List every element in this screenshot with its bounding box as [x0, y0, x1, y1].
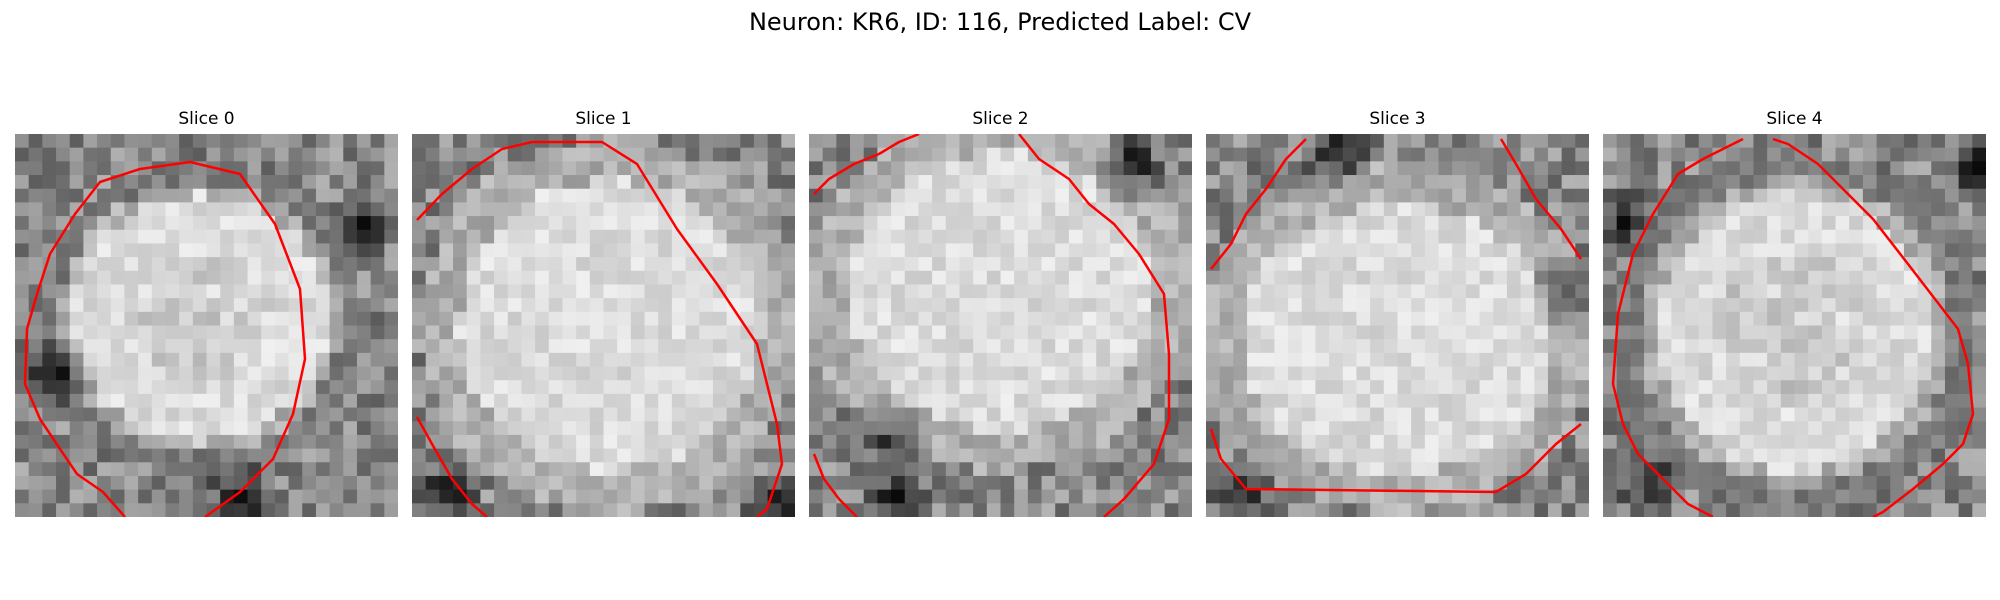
slice-image-2: [809, 134, 1192, 517]
slice-title-3: Slice 3: [1369, 109, 1426, 129]
slice-title-1: Slice 1: [575, 109, 632, 129]
slice-image-4: [1603, 134, 1986, 517]
slice-image-1: [412, 134, 795, 517]
slice-title-4: Slice 4: [1766, 109, 1823, 129]
figure-title: Neuron: KR6, ID: 116, Predicted Label: C…: [748, 8, 1252, 36]
slice-image-3: [1206, 134, 1589, 517]
slice-title-2: Slice 2: [972, 109, 1029, 129]
slice-title-0: Slice 0: [178, 109, 235, 129]
slice-image-0: [15, 134, 398, 517]
